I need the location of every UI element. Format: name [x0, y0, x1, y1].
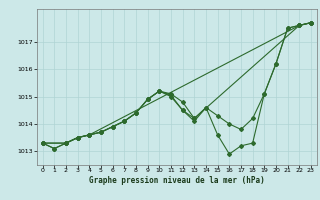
- X-axis label: Graphe pression niveau de la mer (hPa): Graphe pression niveau de la mer (hPa): [89, 176, 265, 185]
